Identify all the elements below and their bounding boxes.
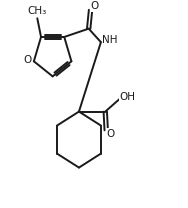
Text: O: O: [91, 1, 99, 11]
Text: O: O: [24, 55, 32, 65]
Text: O: O: [106, 129, 114, 139]
Text: CH₃: CH₃: [28, 6, 47, 16]
Text: OH: OH: [119, 92, 135, 102]
Text: NH: NH: [102, 36, 118, 46]
